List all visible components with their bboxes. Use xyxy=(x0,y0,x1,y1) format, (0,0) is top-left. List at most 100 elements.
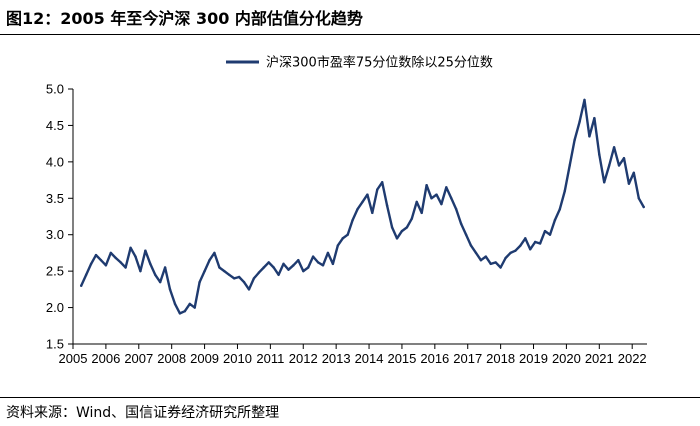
data-point xyxy=(306,266,310,269)
x-tick-label: 2016 xyxy=(420,351,449,366)
data-point xyxy=(346,233,349,236)
data-point xyxy=(139,269,142,273)
data-point xyxy=(203,269,206,273)
data-point xyxy=(223,269,226,273)
data-point xyxy=(129,246,132,250)
data-point xyxy=(193,306,196,309)
data-point xyxy=(440,202,443,206)
data-point xyxy=(242,280,246,284)
data-point xyxy=(494,261,497,264)
x-tick-label: 2022 xyxy=(618,351,647,366)
data-point xyxy=(237,275,241,279)
data-point xyxy=(144,249,147,252)
data-point xyxy=(168,288,172,291)
data-point xyxy=(292,264,295,267)
x-tick-label: 2009 xyxy=(190,351,219,366)
data-point xyxy=(390,226,394,229)
chart-title: 图12：2005 年至今沪深 300 内部估值分化趋势 xyxy=(6,9,363,28)
data-point xyxy=(474,251,478,255)
data-point xyxy=(637,197,640,200)
plot-area: 1.5 2.0 2.5 3.0 3.5 4.0 4.5 5.0 2005 2006 2007 2008… xyxy=(46,55,647,366)
x-tick-label: 2015 xyxy=(387,351,416,366)
y-tick-label: 3.0 xyxy=(46,227,64,242)
data-point xyxy=(124,266,127,269)
x-tick-label: 2018 xyxy=(486,351,515,366)
data-point xyxy=(80,284,83,287)
data-point xyxy=(316,261,320,264)
x-tick-label: 2006 xyxy=(91,351,120,366)
data-point xyxy=(198,280,201,284)
data-point xyxy=(519,244,522,247)
data-point xyxy=(598,153,601,156)
data-point xyxy=(114,256,117,260)
data-point xyxy=(267,261,270,264)
data-point xyxy=(356,208,359,211)
y-tick-label: 4.0 xyxy=(46,154,64,169)
data-point xyxy=(297,259,300,262)
data-point xyxy=(381,181,384,184)
data-point xyxy=(578,120,581,123)
data-point xyxy=(445,186,448,189)
data-point xyxy=(583,98,586,102)
data-point xyxy=(119,261,122,264)
data-point xyxy=(642,205,645,209)
data-point xyxy=(228,273,231,276)
data-point xyxy=(361,200,364,204)
data-point xyxy=(395,237,399,240)
data-point xyxy=(455,208,458,211)
data-point xyxy=(622,157,626,160)
data-point xyxy=(435,193,438,196)
data-point xyxy=(94,253,98,257)
data-point xyxy=(529,248,532,251)
data-point xyxy=(213,251,216,255)
data-point xyxy=(479,259,483,262)
data-point xyxy=(553,218,557,222)
data-point xyxy=(430,197,433,200)
data-point xyxy=(336,244,339,247)
title-bar: 图12：2005 年至今沪深 300 内部估值分化趋势 xyxy=(0,0,700,32)
data-point xyxy=(84,273,88,276)
legend-label: 沪深300市盈率75分位数除以25分位数 xyxy=(266,55,493,71)
data-point xyxy=(484,255,488,258)
data-point xyxy=(262,266,265,269)
data-point xyxy=(617,164,621,167)
x-tick-label: 2007 xyxy=(124,351,153,366)
data-point xyxy=(287,268,290,271)
data-point xyxy=(425,183,428,187)
x-tick-label: 2008 xyxy=(157,351,186,366)
data-point xyxy=(366,193,369,196)
data-point xyxy=(464,233,468,236)
data-point xyxy=(341,237,344,240)
data-point xyxy=(232,277,236,280)
data-point xyxy=(371,211,374,215)
data-point xyxy=(415,200,418,204)
data-point xyxy=(603,181,606,184)
data-point xyxy=(158,280,162,284)
data-point xyxy=(183,310,187,313)
y-tick-label: 1.5 xyxy=(46,337,64,352)
data-point xyxy=(469,244,473,247)
data-point xyxy=(499,266,502,269)
x-tick-label: 2019 xyxy=(519,351,548,366)
data-point xyxy=(302,269,305,273)
x-tick-label: 2021 xyxy=(585,351,614,366)
data-point xyxy=(459,222,463,225)
data-point xyxy=(277,273,280,276)
data-point xyxy=(188,302,191,306)
data-point xyxy=(99,259,103,262)
series-line xyxy=(79,98,645,315)
data-point xyxy=(351,218,354,222)
data-point xyxy=(405,226,409,229)
data-point xyxy=(450,197,453,200)
data-point xyxy=(104,264,108,267)
data-point xyxy=(514,249,517,252)
data-point xyxy=(272,266,275,269)
data-point xyxy=(149,262,152,266)
x-tick-label: 2014 xyxy=(355,351,384,366)
y-tick-label: 3.5 xyxy=(46,191,64,206)
data-point xyxy=(607,164,611,167)
data-point xyxy=(257,271,261,274)
data-point xyxy=(504,256,507,260)
x-tick-label: 2013 xyxy=(322,351,351,366)
y-tick-label: 2.0 xyxy=(46,300,64,315)
